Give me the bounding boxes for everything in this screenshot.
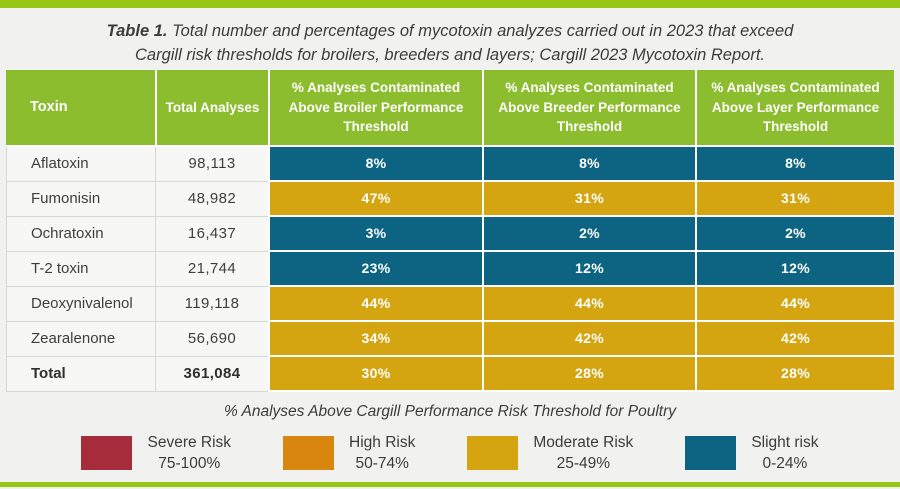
legend-item-text: Severe Risk 75-100% (147, 432, 231, 475)
legend-item-label: Severe Risk (147, 433, 232, 451)
table-row: Deoxynivalenol 119,118 44% 44% 44% (6, 286, 894, 322)
broiler-pct-cell: 47% (268, 181, 482, 217)
broiler-pct-cell: 3% (268, 216, 482, 252)
table-row: Ochratoxin 16,437 3% 2% 2% (6, 216, 894, 252)
table-row: T-2 toxin 21,744 23% 12% 12% (6, 251, 894, 287)
total-analyses-cell: 56,690 (155, 321, 268, 357)
table-row: Fumonisin 48,982 47% 31% 31% (6, 181, 894, 217)
legend-item-high: High Risk 50-74% (283, 432, 415, 475)
broiler-pct-cell: 34% (268, 321, 482, 357)
table-row: Aflatoxin 98,113 8% 8% 8% (6, 146, 894, 182)
broiler-pct-cell: 30% (268, 356, 482, 392)
layer-pct-cell: 31% (695, 181, 894, 217)
table-caption: Table 1. Total number and percentages of… (0, 8, 900, 70)
mycotoxin-table: Toxin Total Analyses % Analyses Contamin… (6, 70, 894, 392)
broiler-pct-cell: 8% (268, 146, 482, 182)
legend-item-range: 0-24% (762, 455, 808, 473)
toxin-cell: Total (6, 356, 155, 392)
breeder-pct-cell: 12% (482, 251, 695, 287)
toxin-cell: Aflatoxin (6, 146, 155, 182)
breeder-pct-cell: 44% (482, 286, 695, 322)
header-row: Toxin Total Analyses % Analyses Contamin… (6, 70, 894, 147)
legend-item-text: Slight risk 0-24% (751, 432, 818, 475)
legend-item-severe: Severe Risk 75-100% (81, 432, 231, 475)
total-analyses-cell: 98,113 (155, 146, 268, 182)
breeder-pct-cell: 28% (482, 356, 695, 392)
breeder-pct-cell: 8% (482, 146, 695, 182)
total-analyses-cell: 361,084 (155, 356, 268, 392)
broiler-pct-cell: 44% (268, 286, 482, 322)
layer-pct-cell: 28% (695, 356, 894, 392)
table-row: Zearalenone 56,690 34% 42% 42% (6, 321, 894, 357)
caption-line-1: Total number and percentages of mycotoxi… (167, 22, 794, 40)
legend-item-label: Moderate Risk (533, 433, 634, 451)
toxin-cell: Zearalenone (6, 321, 155, 357)
column-header-layer-threshold: % Analyses Contaminated Above Layer Perf… (695, 70, 894, 147)
legend-item-text: Moderate Risk 25-49% (533, 432, 633, 475)
total-analyses-cell: 21,744 (155, 251, 268, 287)
legend-item-range: 75-100% (158, 455, 221, 473)
caption-line-2: Cargill risk thresholds for broilers, br… (134, 45, 765, 64)
high-risk-swatch (283, 436, 335, 471)
column-header-toxin: Toxin (6, 70, 155, 147)
column-header-total-analyses: Total Analyses (155, 70, 268, 147)
total-analyses-cell: 48,982 (155, 181, 268, 217)
legend-item-range: 50-74% (355, 455, 409, 473)
moderate-risk-swatch (467, 436, 519, 471)
legend-items: Severe Risk 75-100% High Risk 50-74% Mod… (0, 432, 900, 475)
toxin-cell: Fumonisin (6, 181, 155, 217)
layer-pct-cell: 8% (695, 146, 894, 182)
toxin-cell: T-2 toxin (6, 251, 155, 287)
toxin-cell: Deoxynivalenol (6, 286, 155, 322)
legend-item-moderate: Moderate Risk 25-49% (467, 432, 633, 475)
layer-pct-cell: 44% (695, 286, 894, 322)
bottom-accent-bar (0, 482, 900, 487)
total-analyses-cell: 119,118 (155, 286, 268, 322)
column-header-breeder-threshold: % Analyses Contaminated Above Breeder Pe… (482, 70, 695, 147)
legend-item-label: High Risk (349, 433, 416, 451)
slight-risk-swatch (685, 436, 737, 471)
risk-legend: % Analyses Above Cargill Performance Ris… (0, 392, 900, 475)
layer-pct-cell: 42% (695, 321, 894, 357)
broiler-pct-cell: 23% (268, 251, 482, 287)
severe-risk-swatch (81, 436, 133, 471)
breeder-pct-cell: 2% (482, 216, 695, 252)
legend-title: % Analyses Above Cargill Performance Ris… (224, 402, 676, 420)
breeder-pct-cell: 31% (482, 181, 695, 217)
top-accent-bar (0, 0, 900, 8)
legend-item-label: Slight risk (751, 433, 819, 451)
layer-pct-cell: 12% (695, 251, 894, 287)
layer-pct-cell: 2% (695, 216, 894, 252)
legend-item-slight: Slight risk 0-24% (685, 432, 819, 475)
breeder-pct-cell: 42% (482, 321, 695, 357)
toxin-cell: Ochratoxin (6, 216, 155, 252)
table-total-row: Total 361,084 30% 28% 28% (6, 356, 894, 392)
legend-item-text: High Risk 50-74% (349, 432, 415, 475)
caption-table-number: Table 1. (106, 22, 168, 40)
total-analyses-cell: 16,437 (155, 216, 268, 252)
legend-item-range: 25-49% (556, 455, 611, 473)
column-header-broiler-threshold: % Analyses Contaminated Above Broiler Pe… (268, 70, 482, 147)
